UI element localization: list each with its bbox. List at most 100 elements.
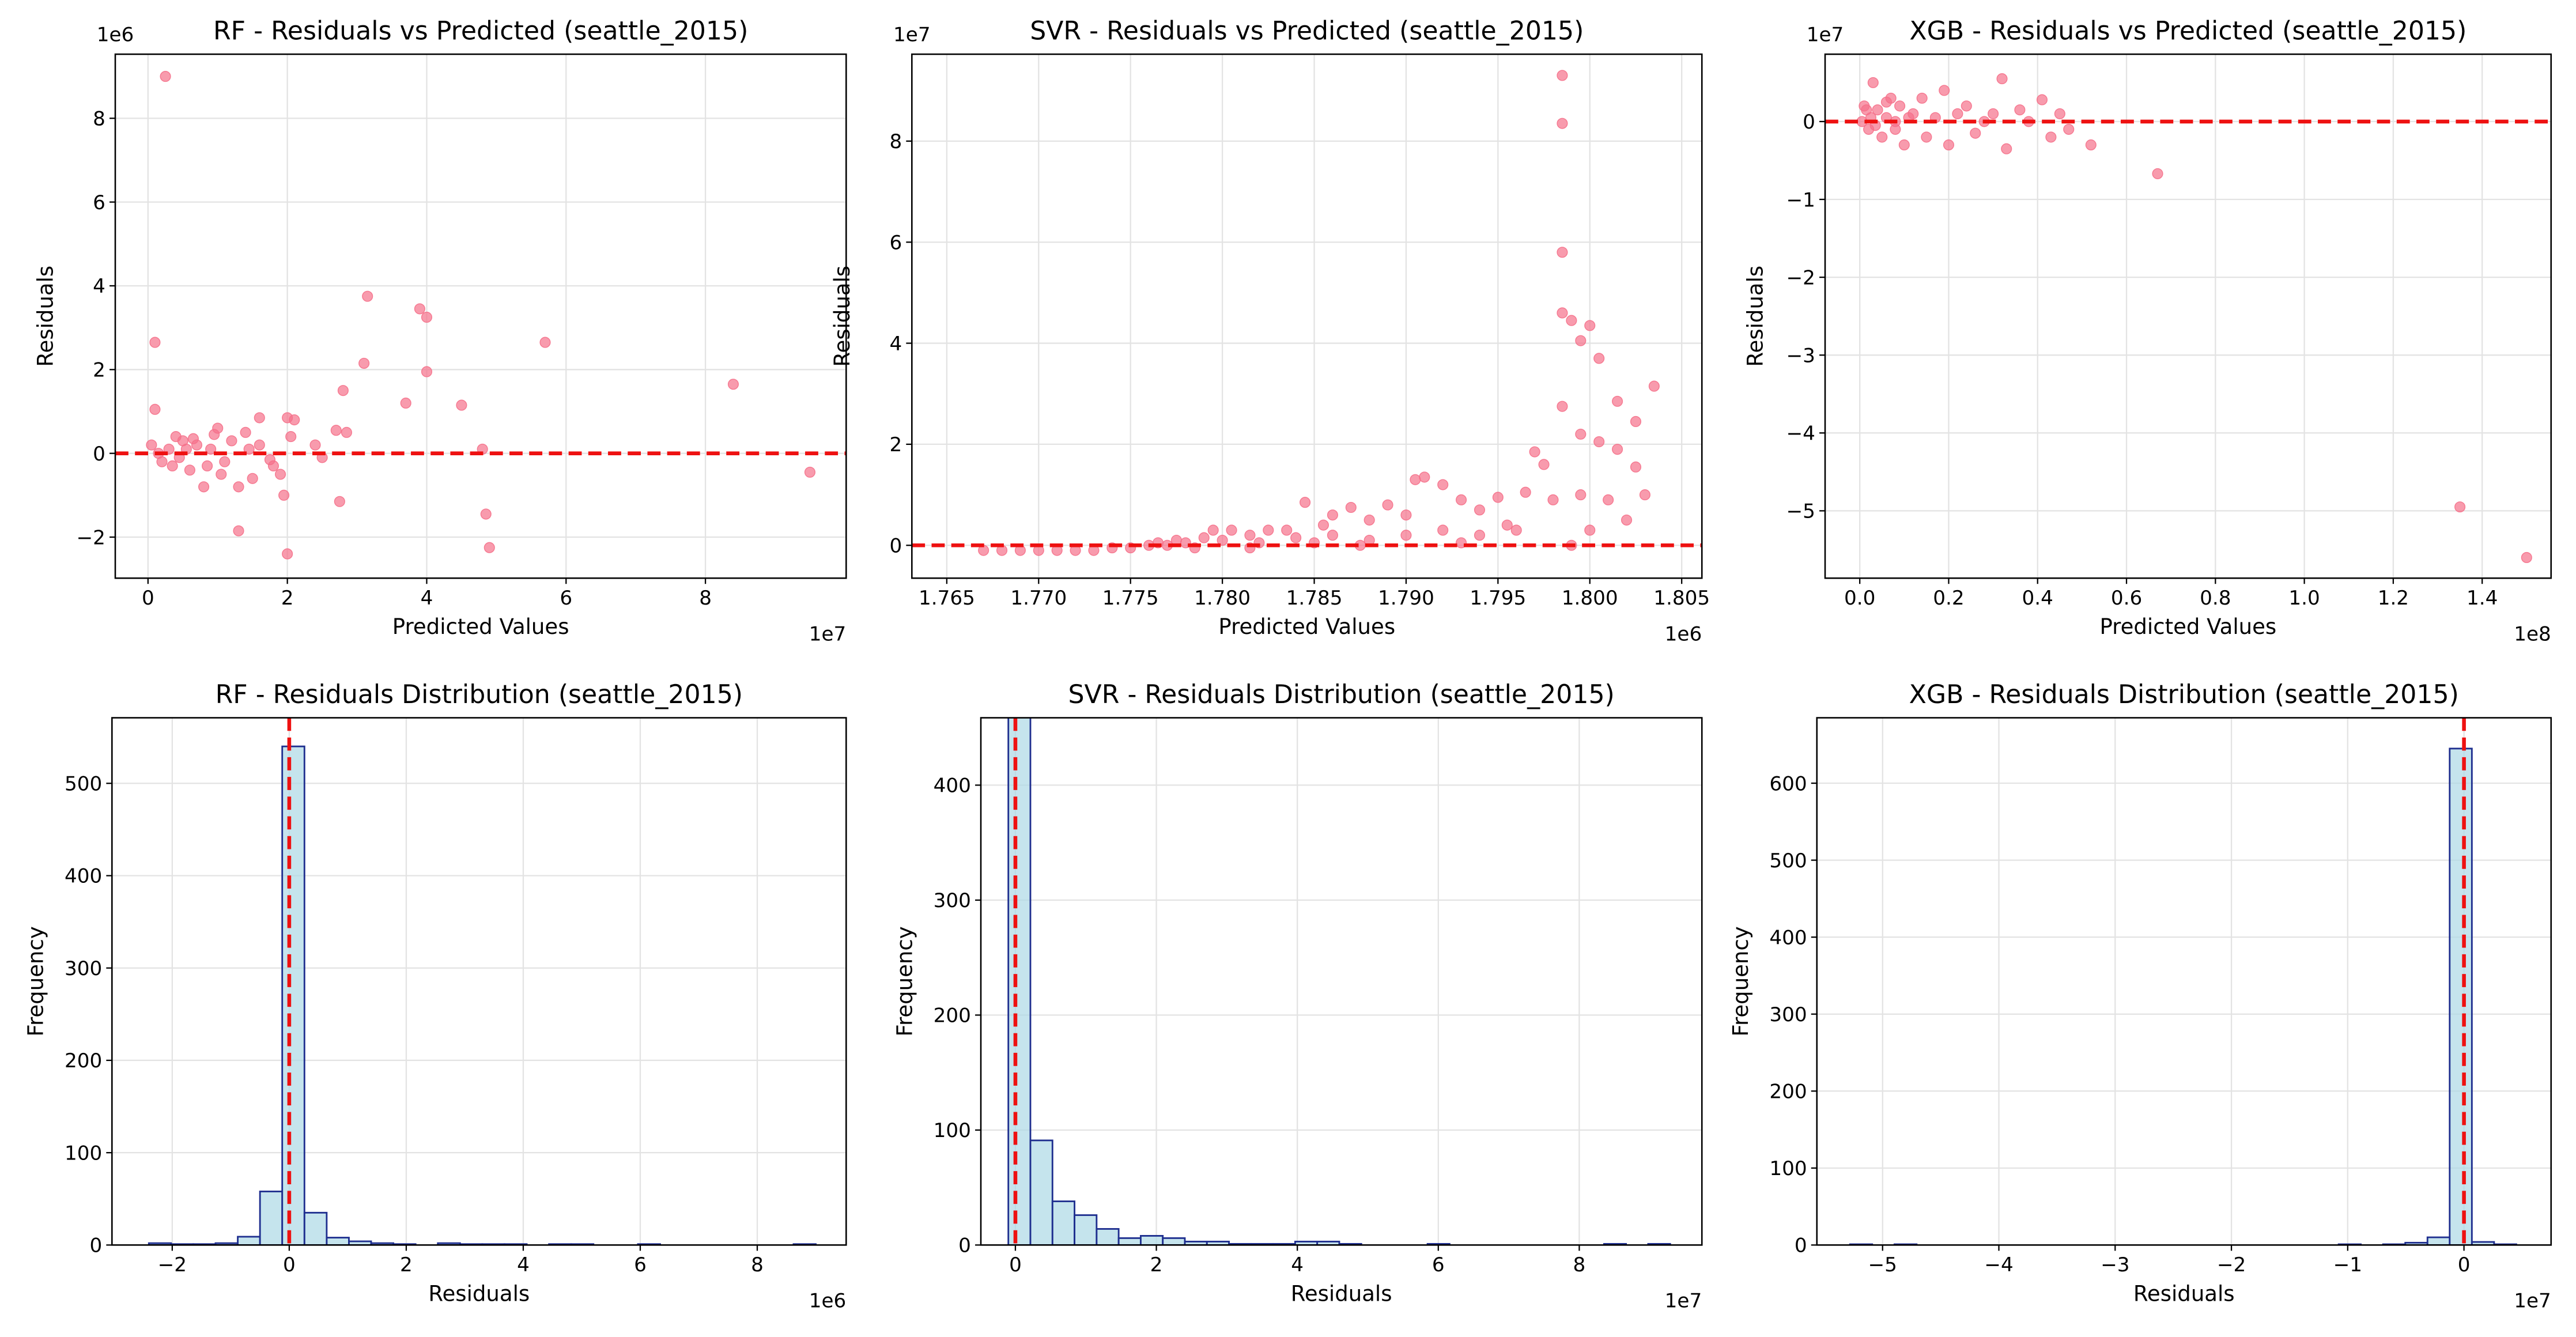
point	[2045, 131, 2057, 143]
y-tick-label: 400	[1769, 926, 1807, 949]
point	[1400, 530, 1412, 541]
y-tick-label: 500	[1769, 849, 1807, 873]
point	[1400, 509, 1412, 521]
point	[1557, 401, 1568, 412]
x-offset-label: 1e7	[2514, 1290, 2551, 1313]
y-offset-label: 1e6	[97, 23, 134, 46]
subplot: 0 2 4 6 8 −2 0 2 4 6 8 RF - Residuals vs Predicted …	[33, 16, 847, 646]
point	[1327, 509, 1338, 521]
x-tick-label: −1	[2333, 1253, 2362, 1276]
point	[278, 489, 290, 501]
axes-frame	[114, 53, 847, 579]
point	[1996, 73, 2008, 85]
point	[1952, 108, 1963, 119]
point	[1894, 100, 1906, 112]
plot-area	[912, 70, 1702, 556]
bar	[259, 1191, 284, 1245]
point	[1419, 471, 1430, 483]
y-tick-label: 100	[1769, 1157, 1807, 1180]
point	[187, 433, 199, 444]
chart-title: RF - Residuals vs Predicted (seattle_201…	[213, 16, 748, 46]
point	[480, 508, 492, 520]
bar	[2426, 1236, 2451, 1245]
y-tick-label: 300	[934, 889, 971, 912]
bar	[1162, 1237, 1186, 1245]
point	[1867, 77, 1879, 88]
x-tick-label: 0.0	[1844, 587, 1875, 610]
bar	[1029, 1139, 1053, 1245]
x-offset-label: 1e7	[1665, 1290, 1702, 1313]
point	[1612, 395, 1623, 407]
axes-frame	[1816, 717, 2552, 1246]
point	[2085, 139, 2097, 150]
bar	[1096, 1228, 1120, 1245]
point	[1474, 530, 1486, 541]
x-axis-label: Residuals	[2133, 1281, 2235, 1306]
point	[1961, 100, 1972, 112]
y-tick-label: 2	[93, 359, 105, 382]
point	[414, 303, 425, 315]
point	[226, 435, 237, 447]
point	[1198, 532, 1210, 543]
point	[170, 431, 182, 443]
x-tick-label: −4	[1984, 1253, 2013, 1276]
point	[804, 466, 815, 478]
point	[149, 337, 161, 348]
x-tick-label: 4	[517, 1253, 530, 1276]
point	[456, 399, 467, 411]
point	[1876, 131, 1888, 143]
x-tick-label: 0.2	[1933, 587, 1964, 610]
axes-frame	[980, 717, 1703, 1246]
y-tick-label: −3	[1786, 344, 1815, 367]
point	[2454, 501, 2466, 513]
bar	[1007, 717, 1032, 1245]
point	[337, 385, 349, 396]
point	[1547, 494, 1559, 505]
y-tick-label: 0	[958, 1234, 971, 1257]
bar	[1139, 1235, 1164, 1245]
x-tick-label: 1.4	[2467, 587, 2498, 610]
x-offset-label: 1e7	[809, 623, 847, 646]
point	[484, 542, 495, 553]
x-tick-label: 0	[1009, 1253, 1022, 1276]
point	[1943, 139, 1954, 150]
x-tick-label: 1.765	[919, 587, 975, 610]
point	[1317, 519, 1329, 531]
point	[1575, 489, 1587, 501]
x-tick-label: 6	[1432, 1253, 1445, 1276]
subplot: 0 2 4 6 8 0 100 200 300 400 SVR - Residuals Distri…	[892, 680, 1703, 1313]
x-tick-label: 6	[560, 587, 572, 610]
point	[1520, 486, 1531, 498]
x-tick-label: 1.770	[1010, 587, 1067, 610]
x-offset-label: 1e8	[2514, 623, 2551, 646]
y-tick-label: 100	[65, 1142, 102, 1165]
x-tick-label: 2	[400, 1253, 413, 1276]
subplot: 1.765 1.770 1.775 1.780 1.785 1.790 1.795 1.800…	[830, 16, 1710, 645]
point	[160, 71, 171, 82]
y-tick-label: −1	[1786, 188, 1815, 211]
y-tick-label: 0	[1803, 111, 1815, 134]
x-tick-label: 4	[421, 587, 433, 610]
y-tick-label: 8	[889, 130, 902, 153]
x-tick-label: 1.790	[1378, 587, 1434, 610]
point	[341, 426, 352, 438]
point	[421, 366, 433, 377]
point	[1557, 70, 1568, 81]
bar	[1074, 1214, 1098, 1245]
point	[1557, 247, 1568, 258]
x-offset-label: 1e6	[809, 1290, 847, 1313]
point	[1921, 131, 1932, 143]
point	[1593, 353, 1605, 364]
point	[1492, 492, 1504, 503]
point	[264, 454, 275, 466]
point	[1327, 530, 1338, 541]
point	[198, 481, 210, 493]
point	[330, 425, 342, 436]
y-tick-label: 8	[93, 108, 105, 131]
x-tick-label: −2	[158, 1253, 187, 1276]
y-axis-label: Frequency	[1728, 926, 1753, 1036]
y-tick-label: 300	[65, 957, 102, 980]
